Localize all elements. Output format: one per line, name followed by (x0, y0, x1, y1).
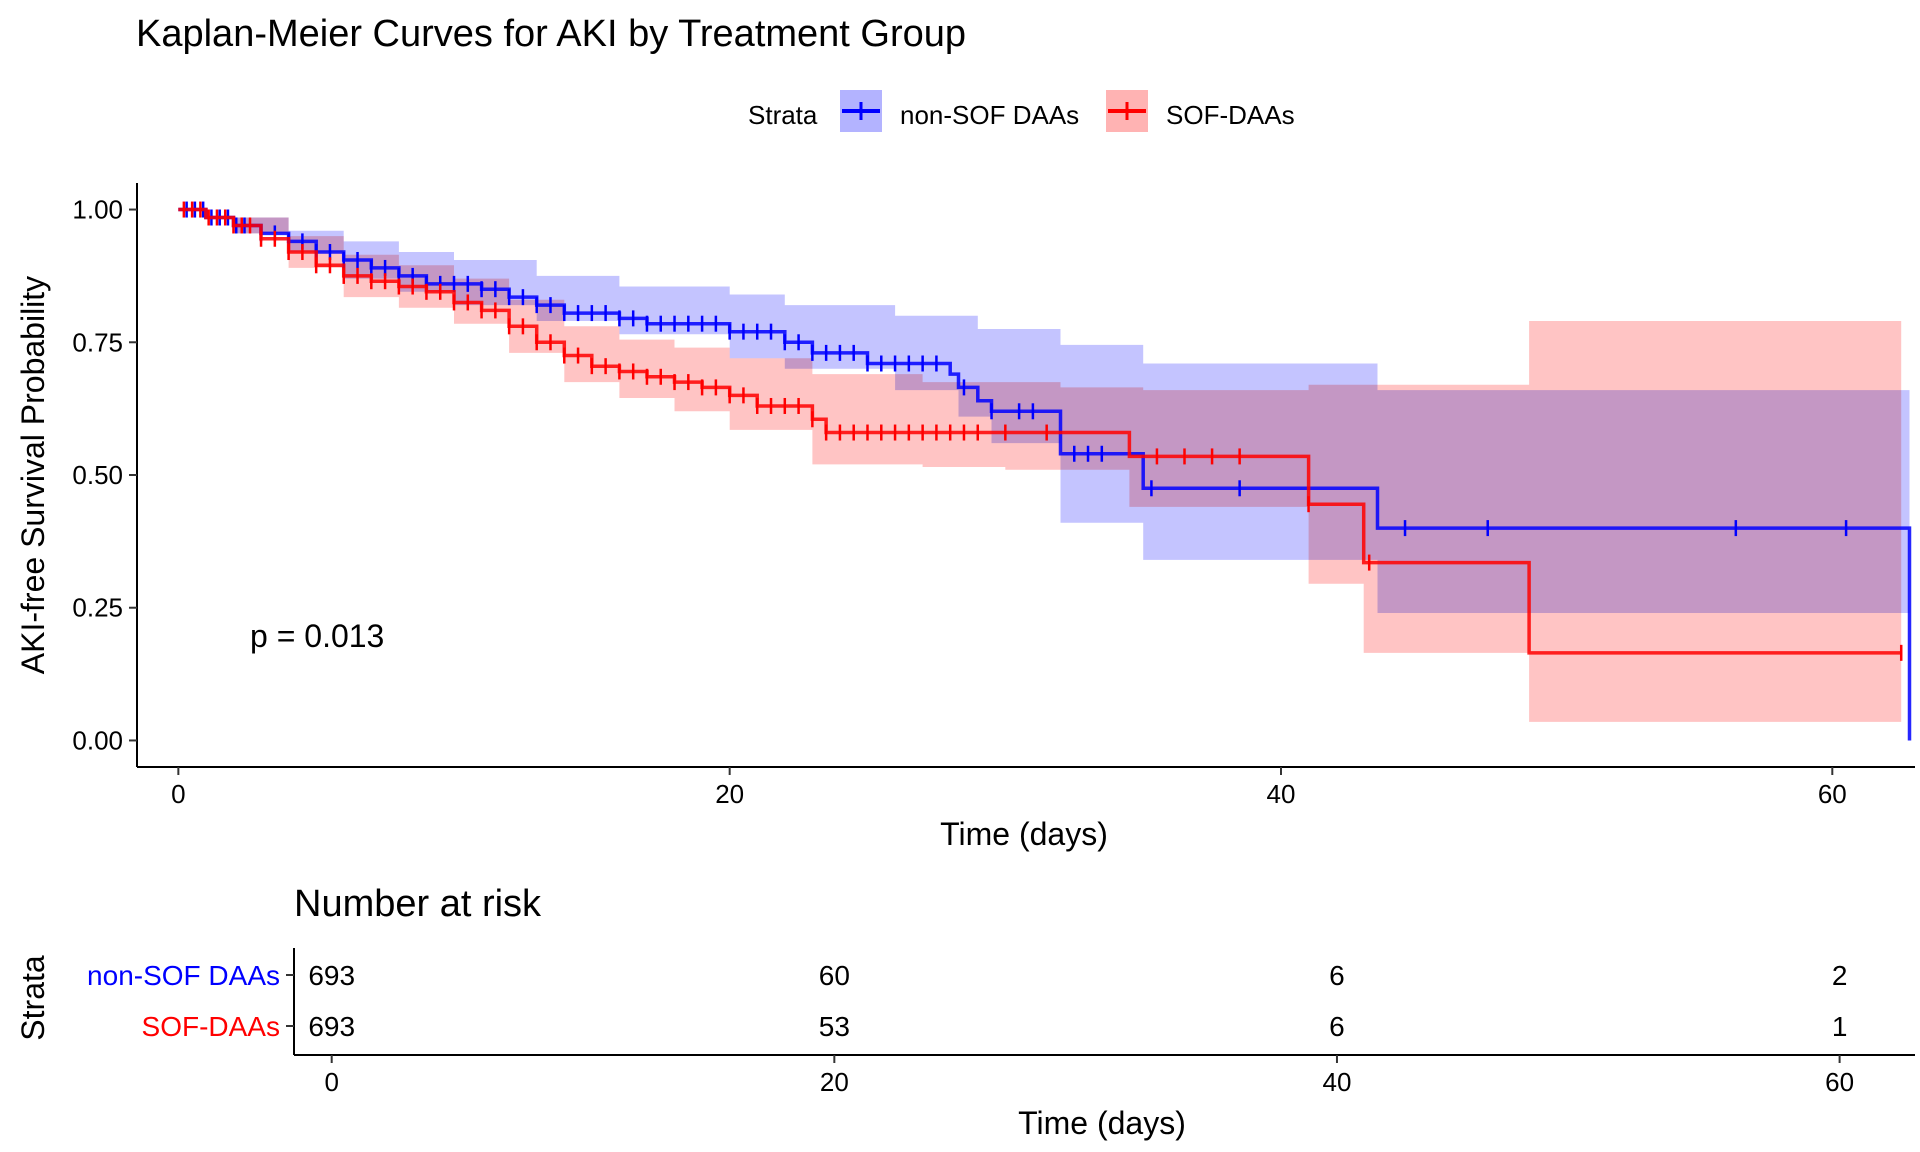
x-tick-label-2: 40 (1267, 779, 1296, 809)
y-tick-label-4: 1.00 (72, 195, 123, 225)
x-axis-title: Time (days) (940, 816, 1108, 852)
risk-count-0-2: 6 (1329, 960, 1345, 991)
risk-table-panel: non-SOF DAAs 693 60 6 2 SOF-DAAs 693 53 6 1 0 20 40 6… (87, 948, 1915, 1097)
x-tick-label-0: 0 (171, 779, 185, 809)
y-axis-title: AKI-free Survival Probability (15, 276, 51, 674)
risk-count-0-1: 60 (819, 960, 850, 991)
y-tick-label-2: 0.50 (72, 460, 123, 490)
legend-label-non-sof: non-SOF DAAs (900, 100, 1079, 130)
risk-table-y-title: Strata (15, 955, 51, 1041)
risk-count-0-0: 693 (308, 960, 355, 991)
ci-band-series-1 (178, 209, 1902, 722)
x-tick-label-1: 20 (715, 779, 744, 809)
risk-count-1-1: 53 (819, 1011, 850, 1042)
chart-title: Kaplan-Meier Curves for AKI by Treatment… (136, 13, 966, 55)
legend: Strata non-SOF DAAs SOF-DAAs (748, 90, 1295, 132)
risk-count-1-0: 693 (308, 1011, 355, 1042)
risk-row-label-0: non-SOF DAAs (87, 960, 280, 991)
risk-x-tick-label-3: 60 (1825, 1067, 1854, 1097)
risk-x-tick-label-2: 40 (1323, 1067, 1352, 1097)
x-tick-label-3: 60 (1818, 779, 1847, 809)
legend-label-sof: SOF-DAAs (1166, 100, 1295, 130)
legend-title: Strata (748, 100, 818, 130)
risk-table-title: Number at risk (294, 883, 542, 925)
risk-count-0-3: 2 (1832, 960, 1848, 991)
y-tick-label-3: 0.75 (72, 327, 123, 357)
y-tick-label-1: 0.25 (72, 593, 123, 623)
risk-table-x-title: Time (days) (1018, 1105, 1186, 1141)
risk-x-tick-label-1: 20 (820, 1067, 849, 1097)
risk-x-tick-label-0: 0 (324, 1067, 338, 1097)
risk-count-1-2: 6 (1329, 1011, 1345, 1042)
km-plot-panel: 0.00 0.25 0.50 0.75 1.00 0 20 40 60 (72, 183, 1915, 809)
y-tick-label-0: 0.00 (72, 725, 123, 755)
risk-count-1-3: 1 (1832, 1011, 1848, 1042)
risk-row-label-1: SOF-DAAs (142, 1011, 280, 1042)
p-value-annotation: p = 0.013 (250, 618, 384, 654)
